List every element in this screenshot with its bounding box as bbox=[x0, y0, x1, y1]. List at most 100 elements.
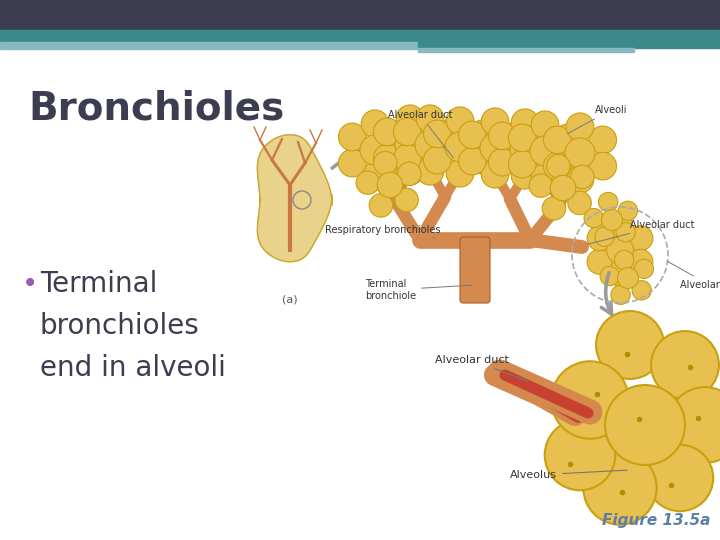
Circle shape bbox=[504, 121, 531, 149]
Circle shape bbox=[419, 144, 446, 172]
FancyArrowPatch shape bbox=[332, 147, 425, 168]
Circle shape bbox=[618, 267, 639, 288]
Circle shape bbox=[338, 123, 366, 151]
Circle shape bbox=[589, 126, 616, 154]
Circle shape bbox=[469, 146, 497, 174]
Circle shape bbox=[439, 118, 467, 146]
Circle shape bbox=[606, 237, 634, 264]
Circle shape bbox=[416, 158, 444, 185]
Circle shape bbox=[446, 107, 474, 134]
Circle shape bbox=[488, 148, 516, 176]
Circle shape bbox=[608, 387, 683, 463]
Circle shape bbox=[361, 110, 389, 138]
Circle shape bbox=[611, 285, 630, 305]
Circle shape bbox=[570, 165, 594, 188]
Circle shape bbox=[628, 249, 653, 274]
Text: Terminal: Terminal bbox=[40, 270, 158, 298]
Circle shape bbox=[601, 210, 623, 231]
Text: Alveolar sac: Alveolar sac bbox=[667, 261, 720, 290]
Circle shape bbox=[531, 111, 559, 139]
Circle shape bbox=[384, 150, 412, 177]
Circle shape bbox=[554, 150, 582, 178]
Circle shape bbox=[481, 160, 509, 188]
Circle shape bbox=[608, 261, 632, 286]
Circle shape bbox=[369, 194, 392, 217]
Circle shape bbox=[510, 134, 540, 164]
Circle shape bbox=[419, 118, 446, 146]
Text: Respiratory bronchioles: Respiratory bronchioles bbox=[325, 225, 441, 238]
Text: end in alveoli: end in alveoli bbox=[40, 354, 226, 382]
Text: (a): (a) bbox=[282, 295, 298, 305]
Bar bbox=[418, 48, 634, 52]
Text: Alveolar duct: Alveolar duct bbox=[435, 355, 528, 381]
Circle shape bbox=[614, 251, 634, 269]
Circle shape bbox=[634, 259, 654, 279]
Circle shape bbox=[504, 147, 531, 175]
Circle shape bbox=[393, 118, 421, 146]
Circle shape bbox=[361, 163, 389, 190]
Circle shape bbox=[374, 118, 401, 146]
Circle shape bbox=[395, 130, 425, 160]
FancyArrowPatch shape bbox=[601, 273, 611, 314]
Bar bbox=[0, 30, 720, 42]
Circle shape bbox=[546, 154, 570, 178]
Circle shape bbox=[566, 165, 594, 193]
Circle shape bbox=[423, 146, 451, 174]
Circle shape bbox=[595, 227, 614, 246]
Circle shape bbox=[628, 226, 653, 251]
Circle shape bbox=[596, 311, 664, 379]
Circle shape bbox=[534, 122, 562, 150]
Circle shape bbox=[508, 124, 536, 152]
Circle shape bbox=[587, 226, 612, 251]
Circle shape bbox=[641, 438, 719, 517]
Circle shape bbox=[481, 108, 509, 136]
Circle shape bbox=[566, 113, 594, 140]
Circle shape bbox=[384, 123, 412, 151]
Circle shape bbox=[396, 158, 424, 185]
Circle shape bbox=[446, 159, 474, 187]
Circle shape bbox=[552, 362, 629, 438]
Circle shape bbox=[469, 120, 497, 147]
Text: Alveoli: Alveoli bbox=[567, 105, 628, 134]
Circle shape bbox=[395, 188, 418, 212]
Circle shape bbox=[568, 191, 591, 215]
Circle shape bbox=[565, 138, 595, 168]
FancyBboxPatch shape bbox=[460, 237, 490, 303]
Text: Alveolus: Alveolus bbox=[510, 470, 627, 480]
Circle shape bbox=[338, 150, 366, 177]
Circle shape bbox=[608, 214, 632, 239]
Circle shape bbox=[396, 105, 424, 132]
Circle shape bbox=[554, 124, 582, 152]
Circle shape bbox=[542, 417, 618, 492]
Circle shape bbox=[488, 122, 516, 150]
Circle shape bbox=[439, 144, 467, 172]
Circle shape bbox=[632, 281, 652, 300]
Circle shape bbox=[534, 148, 562, 176]
Circle shape bbox=[550, 176, 576, 201]
Text: Bronchioles: Bronchioles bbox=[28, 90, 284, 128]
Circle shape bbox=[374, 144, 401, 172]
Circle shape bbox=[377, 172, 402, 198]
Circle shape bbox=[508, 150, 536, 178]
Circle shape bbox=[480, 133, 510, 163]
Circle shape bbox=[511, 109, 539, 137]
Circle shape bbox=[360, 135, 390, 165]
Text: Figure 13.5a: Figure 13.5a bbox=[602, 513, 710, 528]
Circle shape bbox=[530, 136, 560, 166]
Circle shape bbox=[415, 130, 445, 160]
Text: Terminal
bronchiole: Terminal bronchiole bbox=[365, 279, 472, 301]
Circle shape bbox=[397, 162, 421, 186]
Circle shape bbox=[544, 152, 571, 180]
Circle shape bbox=[585, 453, 655, 523]
Circle shape bbox=[423, 120, 451, 147]
Circle shape bbox=[416, 105, 444, 132]
Bar bbox=[0, 0, 720, 30]
Circle shape bbox=[511, 161, 539, 189]
Circle shape bbox=[459, 121, 486, 149]
Bar bbox=[418, 42, 720, 48]
Text: Alveolar duct: Alveolar duct bbox=[388, 110, 454, 158]
Bar bbox=[0, 42, 418, 49]
Circle shape bbox=[529, 174, 552, 198]
Circle shape bbox=[672, 392, 720, 458]
Circle shape bbox=[598, 192, 618, 212]
